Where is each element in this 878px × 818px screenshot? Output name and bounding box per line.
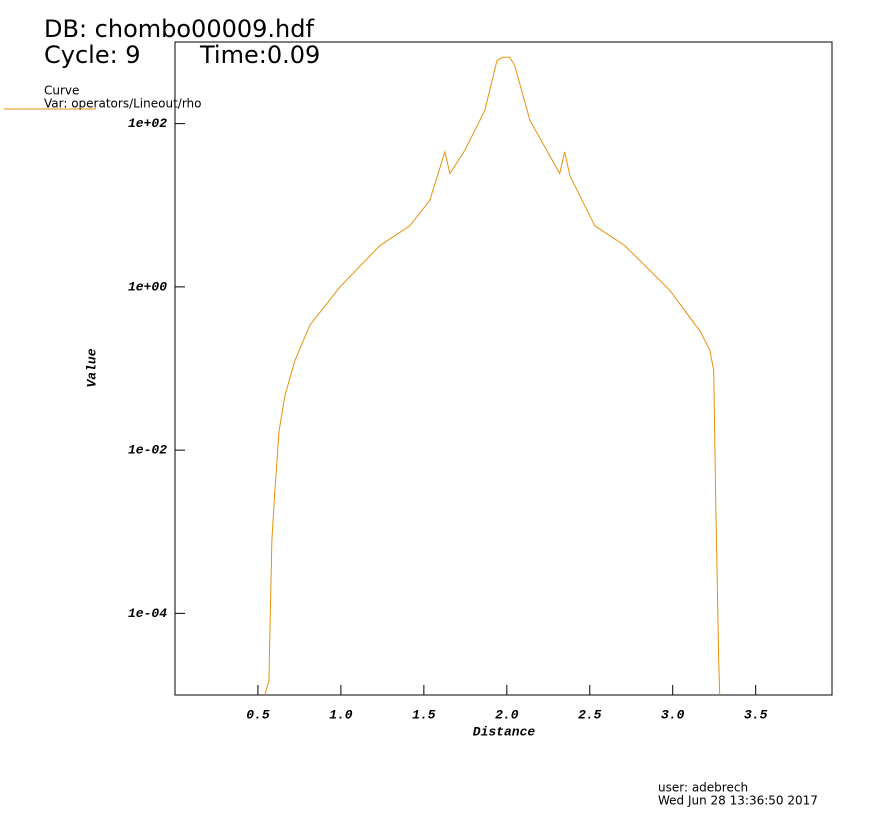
time: Time:0.09 (199, 41, 320, 69)
legend-label: Var: operators/Lineout/rho (44, 97, 202, 111)
user: user: adebrech (658, 781, 748, 795)
x-tick-label: 0.5 (246, 707, 270, 722)
y-tick-label: 1e-02 (128, 443, 167, 458)
db-title: DB: chombo00009.hdf (44, 15, 314, 43)
cycle: Cycle: 9 (44, 41, 141, 69)
x-tick-label: 1.5 (412, 707, 436, 722)
y-tick-label: 1e+00 (128, 279, 167, 294)
data-line (264, 56, 721, 696)
x-tick-label: 1.0 (329, 707, 353, 722)
date: Wed Jun 28 13:36:50 2017 (658, 794, 818, 808)
y-axis-label: Value (84, 348, 99, 387)
x-tick-label: 2.5 (578, 707, 602, 722)
x-tick-label: 3.5 (744, 707, 768, 722)
x-axis-label: Distance (473, 724, 536, 739)
x-tick-label: 3.0 (661, 707, 685, 722)
plot-frame (174, 41, 833, 696)
y-tick-label: 1e+02 (128, 116, 167, 131)
legend-title: Curve (44, 84, 79, 98)
y-tick-label: 1e-04 (128, 606, 167, 621)
x-tick-label: 2.0 (495, 707, 519, 722)
